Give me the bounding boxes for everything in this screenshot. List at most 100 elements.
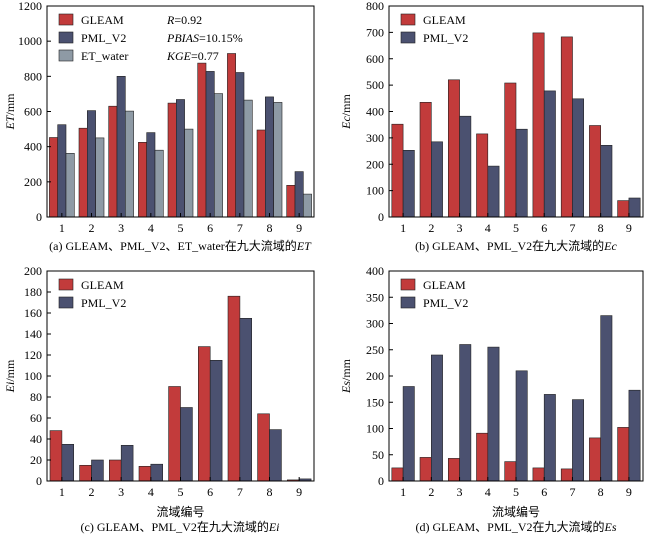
bar-a-s0-c6 [197, 62, 207, 218]
bar-a-s2-c4 [154, 149, 164, 218]
bar-b-s1-c3 [459, 115, 472, 218]
y-axis-label-unit: /mm [339, 94, 353, 117]
bar-d-s1-c6 [543, 394, 556, 482]
x-tick-label: 5 [178, 221, 184, 235]
x-tick-label: 3 [457, 485, 463, 499]
bar-a-s0-c2 [78, 127, 88, 218]
x-tick-label: 4 [485, 485, 491, 499]
bar-c-s0-c4 [138, 465, 152, 482]
y-tick-label: 600 [24, 105, 42, 119]
y-tick-label: 700 [366, 25, 384, 39]
bar-c-s0-c7 [227, 295, 241, 482]
bar-b-s1-c5 [515, 128, 528, 218]
bar-a-s1-c6 [205, 71, 215, 218]
bar-c-s0-c5 [168, 386, 181, 482]
stat-name: PBIAS [166, 31, 199, 45]
panel-caption-var: ET [296, 239, 312, 253]
x-tick-label: 6 [207, 221, 213, 235]
chart-panel-c: 0 20 40 60 80 100 120 140 160 180 200 1 2 3 4 5 6 7 8 9 Ei/m… [3, 264, 315, 534]
x-tick-label: 9 [296, 221, 302, 235]
y-tick-label: 0 [378, 474, 384, 488]
chart-panel-a: 0 200 400 600 800 1000 1200 1 2 3 4 5 6 7 8 9 ET/mm (a) G… [3, 0, 315, 253]
bar-d-s0-c2 [419, 457, 432, 482]
y-tick-label: 800 [24, 69, 42, 83]
x-tick-label: 6 [541, 485, 547, 499]
legend-label: PML_V2 [423, 31, 468, 45]
panel-caption-text: (b) GLEAM、PML_V2在九大流域的 [415, 238, 604, 253]
bar-a-s2-c1 [65, 153, 75, 218]
y-tick-label: 200 [366, 157, 384, 171]
y-tick-label: 0 [36, 210, 42, 224]
bar-d-s1-c4 [487, 346, 500, 482]
x-tick-label: 8 [267, 221, 273, 235]
y-axis-label-unit: /mm [3, 359, 17, 382]
x-tick-label: 5 [513, 485, 519, 499]
x-tick-label: 3 [118, 485, 124, 499]
y-tick-label: 1200 [18, 0, 42, 13]
bar-b-s0-c6 [532, 32, 545, 218]
chart-panel-d: 0 50 100 150 200 250 300 350 400 1 2 3 4 5 6 7 8 9 Es/mm 流域… [339, 264, 644, 534]
bar-d-s0-c9 [617, 427, 630, 482]
bar-d-s1-c2 [430, 354, 443, 482]
y-tick-label: 400 [366, 105, 384, 119]
bar-c-s1-c4 [150, 463, 164, 482]
bar-a-s0-c8 [256, 129, 266, 218]
bar-c-s1-c5 [180, 407, 193, 482]
x-tick-label: 2 [428, 221, 434, 235]
bar-c-s1-c3 [120, 444, 134, 482]
bar-d-s1-c9 [628, 389, 641, 482]
x-tick-label: 5 [513, 221, 519, 235]
bar-d-s0-c4 [476, 432, 489, 482]
y-tick-label: 250 [366, 343, 384, 357]
y-tick-label: 0 [378, 210, 384, 224]
legend-label: GLEAM [81, 278, 124, 292]
y-tick-label: 200 [24, 264, 42, 278]
legend-swatch [58, 49, 74, 62]
bar-a-s2-c2 [95, 137, 105, 218]
x-tick-label: 3 [118, 221, 124, 235]
bar-d-s0-c1 [391, 467, 404, 482]
y-tick-label: 400 [24, 140, 42, 154]
bar-b-s0-c1 [391, 123, 404, 218]
bar-d-s0-c7 [560, 468, 573, 482]
y-tick-label: 600 [366, 52, 384, 66]
bar-d-s1-c5 [515, 370, 528, 482]
y-axis-label: ET/mm [3, 93, 17, 131]
x-axis-label: 流域编号 [156, 504, 204, 519]
bar-b-s0-c4 [476, 133, 489, 218]
bar-d-s1-c7 [572, 399, 585, 482]
bar-b-s0-c2 [419, 102, 432, 218]
legend-label: GLEAM [423, 13, 466, 27]
y-tick-label: 180 [24, 285, 42, 299]
bar-b-s0-c3 [447, 79, 460, 218]
legend-swatch [58, 296, 74, 309]
y-tick-label: 1000 [18, 34, 42, 48]
y-axis-label: Ec/mm [339, 94, 353, 130]
y-tick-label: 350 [366, 290, 384, 304]
bar-a-s1-c9 [294, 171, 304, 218]
y-tick-label: 60 [30, 411, 42, 425]
stat-value: =10.15% [199, 31, 243, 45]
legend-swatch [400, 278, 416, 291]
legend-label: GLEAM [81, 13, 124, 27]
x-tick-label: 2 [428, 485, 434, 499]
bar-b-s1-c2 [430, 141, 443, 218]
legend-label: PML_V2 [81, 31, 126, 45]
x-tick-label: 4 [148, 221, 154, 235]
y-tick-label: 100 [366, 184, 384, 198]
bar-a-s0-c3 [108, 105, 118, 218]
bar-c-s1-c6 [209, 359, 223, 482]
panel-caption: (b) GLEAM、PML_V2在九大流域的Ec [415, 238, 617, 253]
bar-a-s2-c8 [273, 102, 283, 218]
x-tick-label: 1 [59, 485, 65, 499]
bar-c-s1-c1 [61, 443, 74, 482]
panel-caption-text: (d) GLEAM、PML_V2在九大流域的 [416, 519, 605, 534]
panel-caption: (a) GLEAM、PML_V2、ET_water在九大流域的ET [49, 238, 312, 253]
y-axis-label-unit: /mm [339, 358, 353, 381]
bar-b-s0-c5 [504, 82, 517, 218]
bar-a-s2-c6 [214, 93, 223, 218]
stat-annotation: KGE=0.77 [166, 49, 219, 63]
bar-a-s0-c7 [227, 53, 236, 218]
legend-swatch [58, 278, 74, 291]
bar-c-s0-c3 [109, 459, 122, 482]
